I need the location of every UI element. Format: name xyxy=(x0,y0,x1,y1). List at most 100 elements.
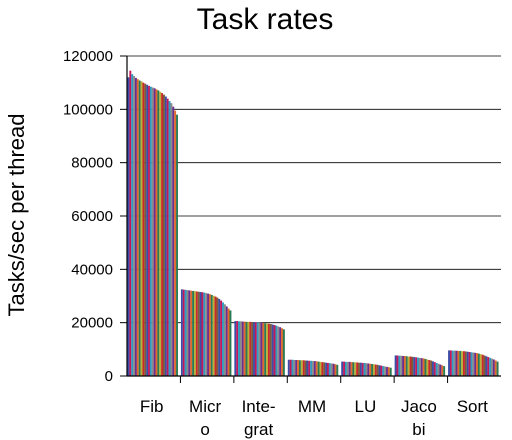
bar xyxy=(222,302,224,376)
bar xyxy=(489,357,492,376)
bar xyxy=(468,352,471,376)
bar xyxy=(313,361,316,376)
bar xyxy=(157,90,160,377)
bar xyxy=(197,291,200,376)
bar xyxy=(312,361,314,376)
bar xyxy=(298,360,301,376)
bar xyxy=(472,352,475,376)
bar xyxy=(266,323,269,376)
x-category-label: Sort xyxy=(457,397,488,416)
y-tick-label: 40000 xyxy=(71,261,113,278)
y-tick-label: 20000 xyxy=(71,315,113,332)
bar xyxy=(387,367,390,376)
bar xyxy=(146,84,149,377)
x-category-label: MM xyxy=(298,397,326,416)
bar xyxy=(243,321,246,376)
bar xyxy=(271,324,274,376)
bar xyxy=(394,355,397,376)
x-category-label: Fib xyxy=(140,397,164,416)
bar xyxy=(161,93,164,376)
bar xyxy=(251,322,254,376)
bar xyxy=(142,82,145,377)
bar xyxy=(323,362,326,376)
bar xyxy=(453,350,456,376)
bar xyxy=(236,321,239,376)
bar xyxy=(464,351,467,376)
bar xyxy=(363,362,366,376)
bar xyxy=(315,361,318,376)
bar xyxy=(129,70,132,377)
bar xyxy=(164,96,167,376)
bar xyxy=(352,362,355,376)
axes xyxy=(120,55,501,383)
bar xyxy=(384,366,387,376)
bar xyxy=(172,106,175,377)
bar xyxy=(332,363,335,376)
bar xyxy=(428,360,431,376)
bar xyxy=(441,365,444,376)
bar xyxy=(195,291,198,376)
bar xyxy=(214,296,217,376)
bar xyxy=(256,322,259,376)
bar-series xyxy=(127,70,499,377)
bar xyxy=(350,362,353,376)
y-tick-label: 100000 xyxy=(63,101,113,118)
bar xyxy=(203,292,206,376)
x-category-label: Micr o xyxy=(189,397,221,439)
bar xyxy=(227,308,230,376)
bar xyxy=(487,357,490,376)
bar xyxy=(413,357,416,376)
bar xyxy=(455,350,458,376)
bar xyxy=(348,361,351,376)
bar xyxy=(155,89,158,376)
bar xyxy=(180,289,183,376)
bar xyxy=(186,290,189,376)
bar xyxy=(153,88,156,377)
bar xyxy=(443,366,446,376)
bar xyxy=(415,357,418,376)
bar xyxy=(376,364,379,376)
bar xyxy=(417,357,419,376)
bar xyxy=(433,362,436,376)
bar xyxy=(247,321,250,376)
bar xyxy=(133,76,136,376)
bar xyxy=(262,322,265,376)
bar xyxy=(461,351,464,376)
bar xyxy=(306,360,309,376)
bar xyxy=(435,362,438,376)
bar xyxy=(389,367,392,376)
bar xyxy=(210,294,213,376)
bar xyxy=(466,351,469,376)
bar xyxy=(477,353,480,376)
bar xyxy=(136,79,139,376)
bar xyxy=(267,323,270,376)
chart-title: Task rates xyxy=(197,3,334,36)
bar xyxy=(403,356,406,376)
bar xyxy=(176,114,178,377)
bar xyxy=(249,321,252,376)
bar xyxy=(330,363,333,376)
bar xyxy=(476,353,479,376)
bar xyxy=(182,289,185,376)
bar xyxy=(372,364,375,376)
bar xyxy=(354,362,357,376)
bar xyxy=(365,363,368,376)
bar xyxy=(223,304,226,376)
bar xyxy=(308,360,311,376)
bar xyxy=(367,363,370,376)
y-tick-labels: 0 20000 40000 60000 80000 100000 120000 xyxy=(63,48,113,385)
bar xyxy=(344,361,347,376)
bar xyxy=(201,292,204,376)
bar xyxy=(140,81,143,376)
bar xyxy=(371,364,374,376)
bar xyxy=(449,350,452,376)
bar xyxy=(192,290,195,376)
bar xyxy=(459,350,462,376)
bar xyxy=(212,295,215,376)
bar xyxy=(238,321,241,376)
bar xyxy=(374,364,377,376)
bar xyxy=(463,351,465,376)
bar xyxy=(159,91,162,376)
bar xyxy=(437,363,440,376)
bar xyxy=(356,362,359,376)
